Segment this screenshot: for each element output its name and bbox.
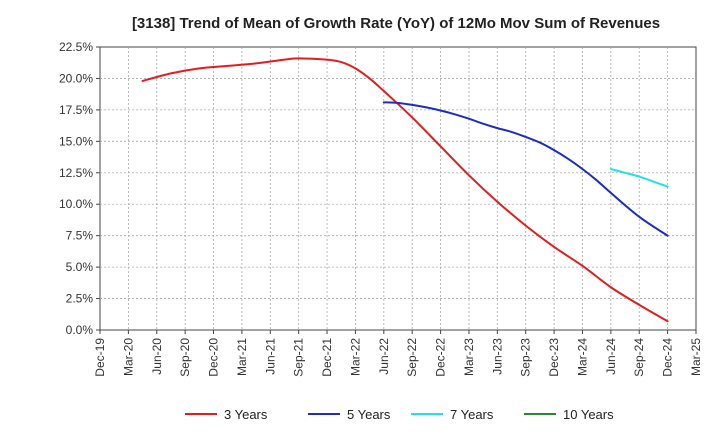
- x-tick-label: Sep-24: [632, 338, 646, 377]
- x-tick-label: Mar-24: [575, 338, 589, 376]
- x-tick-label: Jun-21: [263, 338, 277, 375]
- legend-label: 10 Years: [563, 407, 614, 422]
- y-tick-label: 10.0%: [59, 197, 93, 211]
- x-tick-label: Jun-20: [150, 338, 164, 375]
- y-tick-label: 22.5%: [59, 40, 93, 54]
- series-line-5-years: [382, 101, 669, 237]
- y-tick-label: 12.5%: [59, 166, 93, 180]
- x-tick-label: Mar-22: [348, 338, 362, 376]
- x-tick-label: Dec-21: [320, 338, 334, 377]
- series-line-7-years: [609, 168, 669, 188]
- x-tick-label: Dec-22: [434, 338, 448, 377]
- x-tick-label: Dec-19: [93, 338, 107, 377]
- x-tick-label: Jun-22: [377, 338, 391, 375]
- series-line-3-years: [141, 57, 669, 323]
- x-tick-label: Sep-23: [519, 338, 533, 377]
- legend: 3 Years 5 Years 7 Years 10 Years: [185, 407, 614, 422]
- x-tick-label: Sep-20: [178, 338, 192, 377]
- y-tick-label: 17.5%: [59, 103, 93, 117]
- y-tick-label: 0.0%: [66, 323, 94, 337]
- legend-item-10-years: 10 Years: [524, 407, 614, 422]
- plot-area: [99, 46, 697, 331]
- chart-title: [3138] Trend of Mean of Growth Rate (YoY…: [132, 15, 660, 32]
- y-tick-label: 15.0%: [59, 134, 93, 148]
- y-tick-label: 5.0%: [66, 260, 94, 274]
- x-tick-label: Sep-22: [405, 338, 419, 377]
- series-lines: [141, 57, 669, 323]
- x-tick-label: Mar-20: [121, 338, 135, 376]
- x-tick-label: Dec-24: [661, 338, 675, 377]
- x-axis: Dec-19 Mar-20 Jun-20 Sep-20 Dec-20 Mar-21 Jun-…: [93, 330, 703, 377]
- x-tick-label: Dec-20: [207, 338, 221, 377]
- legend-item-5-years: 5 Years: [308, 407, 391, 422]
- x-tick-label: Mar-25: [689, 338, 703, 376]
- x-tick-label: Dec-23: [547, 338, 561, 377]
- y-tick-label: 2.5%: [66, 292, 94, 306]
- legend-item-7-years: 7 Years: [411, 407, 494, 422]
- x-tick-label: Mar-23: [462, 338, 476, 376]
- y-axis: 0.0% 2.5% 5.0% 7.5% 10.0% 12.5% 15.0% 17.5% 20.0…: [59, 40, 100, 337]
- legend-label: 5 Years: [347, 407, 391, 422]
- grid: [100, 47, 696, 330]
- y-tick-label: 7.5%: [66, 229, 94, 243]
- x-tick-label: Mar-21: [235, 338, 249, 376]
- y-tick-label: 20.0%: [59, 71, 93, 85]
- x-tick-label: Sep-21: [292, 338, 306, 377]
- legend-item-3-years: 3 Years: [185, 407, 268, 422]
- x-tick-label: Jun-24: [604, 338, 618, 375]
- legend-label: 3 Years: [224, 407, 268, 422]
- legend-label: 7 Years: [450, 407, 494, 422]
- x-tick-label: Jun-23: [490, 338, 504, 375]
